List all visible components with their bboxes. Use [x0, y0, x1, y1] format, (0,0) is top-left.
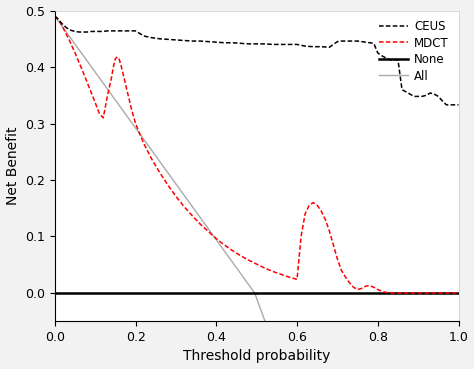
X-axis label: Threshold probability: Threshold probability [183, 349, 330, 363]
Y-axis label: Net Benefit: Net Benefit [6, 127, 19, 205]
Legend: CEUS, MDCT, None, All: CEUS, MDCT, None, All [375, 17, 453, 86]
